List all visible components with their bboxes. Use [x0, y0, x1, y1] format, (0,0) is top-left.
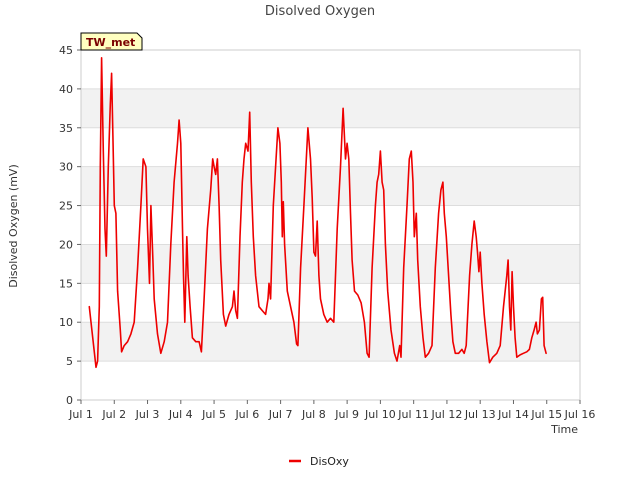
y-tick-label: 35 — [59, 122, 73, 135]
x-tick-label: Jul 3 — [135, 408, 160, 421]
y-tick-label: 30 — [59, 161, 73, 174]
plot-background — [81, 50, 580, 400]
plot-frame — [80, 49, 581, 401]
x-tick-label: Jul 1 — [68, 408, 93, 421]
x-tick-label: Jul 15 — [530, 408, 562, 421]
x-tick-label: Jul 4 — [168, 408, 193, 421]
plot-band — [81, 50, 580, 89]
x-tick-label: Jul 6 — [234, 408, 259, 421]
plot-band — [81, 88, 580, 128]
x-axis: Jul 1 Jul 2 Jul 3 Jul 4 Jul 5 Jul 6 Jul 7 Jul 8… — [68, 400, 595, 421]
plot-band — [81, 166, 580, 206]
x-tick-label: Jul 13 — [464, 408, 496, 421]
x-tick-label: Jul 5 — [201, 408, 226, 421]
y-tick-label: 40 — [59, 83, 73, 96]
plot-band — [81, 361, 580, 400]
x-axis-label: Time — [550, 423, 578, 436]
station-badge: TW_met — [80, 32, 143, 51]
chart-title: Disolved Oxygen — [265, 4, 375, 19]
y-axis-label: Disolved Oxygen (mV) — [7, 164, 20, 288]
legend: DisOxy — [289, 455, 349, 468]
x-tick-label: Jul 8 — [301, 408, 326, 421]
x-tick-label: Jul 10 — [364, 408, 396, 421]
y-tick-label: 10 — [59, 316, 73, 329]
x-tick-label: Jul 12 — [431, 408, 463, 421]
x-tick-label: Jul 2 — [101, 408, 126, 421]
x-tick-label: Jul 7 — [268, 408, 293, 421]
y-tick-label: 25 — [59, 200, 73, 213]
y-tick-label: 0 — [66, 394, 73, 407]
x-tick-label: Jul 16 — [564, 408, 596, 421]
plot-band — [81, 244, 580, 284]
y-tick-label: 20 — [59, 238, 73, 251]
y-tick-label: 45 — [59, 44, 73, 57]
series-line-disoxy — [88, 56, 547, 369]
x-tick-label: Jul 9 — [334, 408, 359, 421]
legend-label-disoxy: DisOxy — [310, 455, 349, 468]
station-badge-shape — [80, 32, 143, 51]
plot-band — [81, 322, 580, 362]
plot-band — [81, 127, 580, 167]
series-layer — [88, 56, 547, 369]
station-badge-label: TW_met — [86, 36, 135, 49]
y-tick-label: 15 — [59, 277, 73, 290]
plot-band — [81, 205, 580, 245]
x-tick-label: Jul 11 — [397, 408, 429, 421]
y-axis: 0 5 10 15 20 25 30 35 40 45 — [59, 44, 81, 407]
y-tick-label: 5 — [66, 355, 73, 368]
x-tick-label: Jul 14 — [497, 408, 529, 421]
plot-band — [81, 283, 580, 323]
